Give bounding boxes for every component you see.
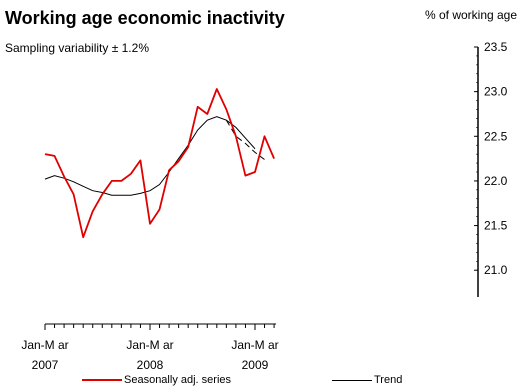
y-tick-label: 23.0: [484, 85, 508, 99]
y-tick-label: 21.5: [484, 219, 508, 233]
y-tick-label: 21.0: [484, 263, 508, 277]
legend-swatch-black-line: [332, 379, 372, 381]
x-tick-label-year: 2009: [242, 358, 269, 372]
x-tick-label-year: 2008: [137, 358, 164, 372]
x-tick-label: Jan-M ar: [21, 338, 68, 352]
y-axis-unit-label: % of working age: [424, 8, 518, 22]
y-tick-label: 22.0: [484, 174, 508, 188]
x-tick-label: Jan-M ar: [126, 338, 173, 352]
y-tick-label: 22.5: [484, 129, 508, 143]
legend-item-trend: Trend: [332, 374, 402, 386]
trend-line: [44, 116, 256, 196]
x-tick-label-year: 2007: [32, 358, 59, 372]
legend-swatch-red-line: [82, 379, 122, 381]
chart-title: Working age economic inactivity: [5, 8, 285, 28]
chart-subtitle: Sampling variability ± 1.2%: [5, 41, 149, 55]
legend-label-trend: Trend: [374, 374, 403, 386]
x-tick-label: Jan-M ar: [231, 338, 278, 352]
trend-line-projected: [225, 119, 265, 160]
y-tick-label: 23.5: [484, 40, 508, 54]
legend-item-seasonally-adjusted: Seasonally adj. series: [82, 374, 231, 386]
legend-label-seasonally-adjusted: Seasonally adj. series: [124, 374, 232, 386]
seasonally-adjusted-line: [44, 88, 275, 239]
